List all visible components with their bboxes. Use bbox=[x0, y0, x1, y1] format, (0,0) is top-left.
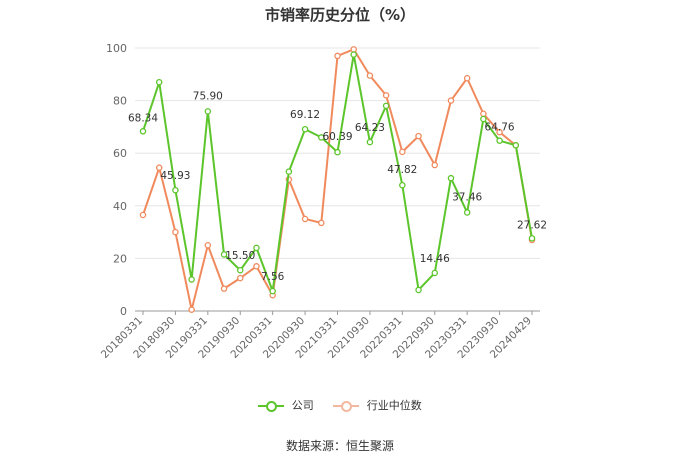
industry-point bbox=[318, 219, 325, 227]
company-point bbox=[382, 102, 390, 110]
company-point bbox=[139, 128, 147, 135]
company-point bbox=[285, 168, 293, 175]
data-label: 7.56 bbox=[261, 271, 285, 283]
company-point bbox=[350, 51, 357, 58]
company-point bbox=[188, 276, 195, 283]
industry-point bbox=[188, 306, 195, 313]
company-point bbox=[155, 78, 163, 86]
data-label: 27.62 bbox=[517, 219, 547, 231]
company-point bbox=[496, 137, 503, 144]
company-point bbox=[334, 148, 341, 156]
legend-company-label: 公司 bbox=[291, 399, 314, 412]
company-point bbox=[415, 286, 422, 294]
legend: 公司 行业中位数 bbox=[0, 397, 680, 413]
company-point bbox=[301, 125, 309, 133]
line-chart: 0204060801002018033120180930201903312019… bbox=[99, 42, 547, 361]
company-point bbox=[220, 251, 228, 258]
legend-item-industry[interactable]: 行业中位数 bbox=[333, 397, 422, 413]
y-tick-label: 80 bbox=[113, 95, 127, 108]
legend-industry-label: 行业中位数 bbox=[366, 399, 422, 412]
company-point bbox=[480, 115, 487, 123]
legend-industry-swatch bbox=[333, 400, 360, 412]
company-point bbox=[528, 235, 536, 242]
company-point bbox=[399, 181, 406, 189]
company-point bbox=[172, 186, 179, 194]
industry-point bbox=[204, 241, 212, 249]
industry-point bbox=[447, 97, 455, 104]
industry-point bbox=[399, 148, 406, 156]
data-label: 45.93 bbox=[160, 170, 190, 182]
industry-point bbox=[431, 161, 438, 169]
chart-title: 市销率历史分位（%） bbox=[264, 6, 416, 24]
industry-point bbox=[480, 110, 487, 118]
company-point bbox=[253, 244, 260, 252]
y-tick-label: 20 bbox=[113, 252, 127, 265]
industry-point bbox=[236, 274, 244, 282]
industry-point bbox=[139, 211, 147, 219]
industry-point bbox=[334, 52, 341, 60]
data-label: 60.39 bbox=[322, 131, 352, 143]
legend-item-company[interactable]: 公司 bbox=[258, 397, 314, 413]
data-label: 47.82 bbox=[387, 164, 417, 176]
company-point bbox=[269, 287, 276, 295]
industry-point bbox=[463, 74, 471, 82]
company-point bbox=[512, 142, 520, 149]
data-label: 15.50 bbox=[225, 250, 255, 262]
y-tick-label: 100 bbox=[106, 42, 127, 55]
y-tick-label: 0 bbox=[120, 305, 127, 318]
data-label: 69.12 bbox=[290, 109, 320, 121]
data-label: 37.46 bbox=[452, 191, 482, 203]
data-label: 75.90 bbox=[193, 90, 223, 102]
company-point bbox=[318, 134, 325, 141]
data-source: 数据来源：恒生聚源 bbox=[285, 439, 394, 453]
industry-point bbox=[366, 72, 374, 79]
industry-point bbox=[253, 263, 260, 270]
industry-point bbox=[220, 285, 228, 292]
data-label: 64.23 bbox=[355, 122, 385, 134]
y-tick-label: 40 bbox=[113, 200, 127, 213]
industry-point bbox=[350, 46, 357, 53]
company-point bbox=[463, 209, 471, 216]
industry-point bbox=[155, 164, 163, 171]
data-label: 14.46 bbox=[420, 253, 450, 265]
y-tick-label: 60 bbox=[113, 147, 127, 160]
data-label: 64.76 bbox=[485, 122, 515, 134]
industry-point bbox=[301, 215, 309, 223]
industry-point bbox=[172, 228, 179, 236]
legend-company-swatch bbox=[258, 400, 285, 412]
company-point bbox=[447, 174, 455, 182]
industry-point bbox=[415, 132, 422, 140]
company-point bbox=[366, 138, 374, 146]
data-label: 68.34 bbox=[128, 112, 158, 124]
company-point bbox=[204, 108, 212, 115]
company-point bbox=[431, 269, 438, 277]
company-point bbox=[236, 266, 244, 274]
industry-point bbox=[496, 128, 503, 136]
industry-point bbox=[382, 92, 390, 99]
